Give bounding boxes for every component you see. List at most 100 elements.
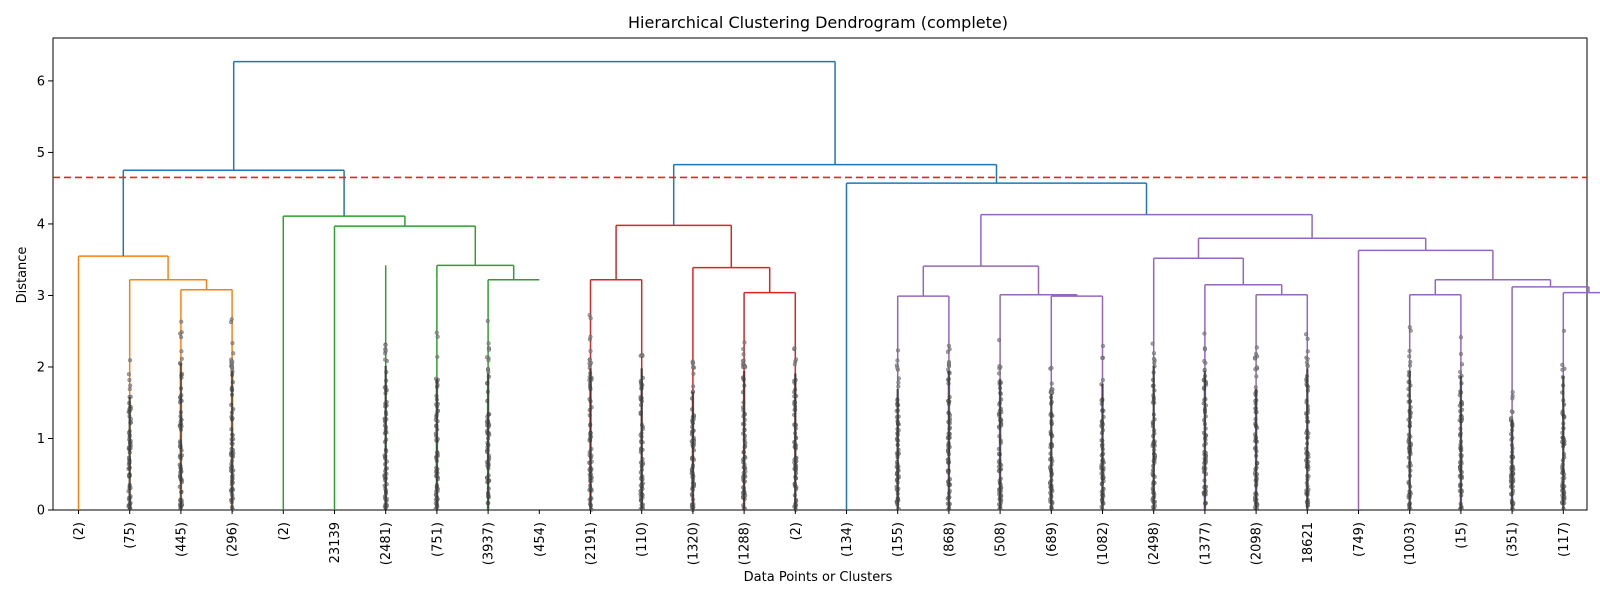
plot-area: 0 1 2 3 4 5 6 (2) (75) (445) (296) (2) 23139 (2481) (7…	[37, 37, 1600, 565]
x-tick-label: (454)	[533, 522, 548, 557]
x-tick-label: (75)	[123, 522, 138, 549]
x-tick-label: (2191)	[584, 522, 599, 565]
leaf-point	[1407, 348, 1412, 354]
leaf-point	[127, 377, 132, 383]
y-tick-label: 0	[37, 504, 45, 519]
leaf-point	[997, 337, 1002, 343]
x-tick-label: (2)	[789, 522, 804, 540]
leaf-point	[1100, 343, 1106, 349]
leaf-point	[640, 352, 645, 357]
leaf-point	[792, 362, 797, 367]
x-tick-label: (134)	[840, 522, 855, 557]
leaf-point	[383, 342, 388, 348]
leaf-point	[486, 341, 491, 346]
leaf-point	[1560, 367, 1565, 372]
x-tick-label: (110)	[635, 522, 650, 557]
leaf-point	[1254, 374, 1259, 379]
leaf-point	[1457, 369, 1463, 375]
leaf-point	[1509, 409, 1514, 414]
leaf-point	[1100, 355, 1105, 361]
leaf-point	[1254, 345, 1259, 350]
leaf-point	[1305, 356, 1310, 362]
x-tick-label: (1288)	[738, 522, 753, 565]
leaf-point	[1408, 328, 1413, 333]
leaf-point	[1305, 336, 1310, 341]
leaf-point	[742, 340, 747, 345]
x-tick-label: (1003)	[1403, 522, 1418, 565]
leaf-point	[1049, 390, 1054, 395]
leaf-point	[1100, 377, 1106, 383]
leaf-point	[486, 366, 491, 372]
leaf-point	[946, 343, 952, 348]
y-tick-label: 5	[37, 146, 45, 161]
leaf-point	[947, 347, 952, 352]
leaf-point	[486, 347, 492, 352]
leaf-point	[1407, 363, 1413, 368]
leaf-point	[895, 348, 901, 353]
leaf-point	[382, 357, 388, 362]
leaf-point	[179, 349, 184, 354]
leaf-point	[588, 334, 593, 339]
leaf-point	[1253, 351, 1259, 357]
x-tick-label: 18621	[1301, 522, 1316, 563]
leaf-point	[435, 354, 440, 360]
plot-frame	[52, 37, 1588, 511]
leaf-point	[1561, 328, 1567, 333]
x-tick-label: (2)	[277, 522, 292, 540]
leaf-point	[1560, 362, 1565, 368]
leaf-point	[1152, 360, 1157, 365]
x-tick-label: (117)	[1557, 522, 1572, 557]
leaf-point	[230, 359, 235, 364]
leaf-point	[179, 319, 184, 324]
leaf-point	[793, 357, 799, 362]
leaf-point	[435, 334, 440, 339]
x-tick-label: (155)	[891, 522, 906, 557]
leaf-point	[896, 376, 902, 381]
x-tick-label: (689)	[1045, 522, 1060, 557]
leaf-point	[127, 358, 133, 363]
leaf-point	[229, 317, 234, 322]
x-tick-label: (2098)	[1250, 522, 1265, 565]
leaf-point	[177, 331, 183, 336]
leaf-point	[691, 371, 696, 376]
leaf-point	[895, 358, 900, 363]
leaf-point	[945, 349, 951, 355]
leaf-point	[178, 334, 184, 340]
x-tick-label: (2498)	[1147, 522, 1162, 565]
leaf-point	[996, 371, 1002, 376]
leaf-point	[741, 352, 746, 357]
leaf-point	[1305, 363, 1310, 369]
x-tick-label: (351)	[1506, 522, 1521, 557]
leaf-point	[229, 364, 235, 370]
x-tick-label: (2481)	[379, 522, 394, 565]
y-tick-label: 3	[37, 289, 45, 304]
leaf-point	[587, 361, 592, 366]
leaf-point	[743, 364, 748, 370]
leaf-point	[690, 365, 696, 370]
leaf-point	[1202, 347, 1208, 352]
leaf-point	[127, 386, 132, 392]
y-tick-label: 6	[37, 74, 45, 89]
leaf-point	[230, 340, 235, 346]
leaf-point	[588, 348, 593, 354]
x-tick-label: (1320)	[686, 522, 701, 565]
leaf-point	[741, 346, 746, 352]
leaf-point	[128, 383, 133, 388]
x-tick-label: 23139	[328, 522, 343, 563]
leaf-point	[896, 380, 901, 385]
y-tick-label: 1	[37, 432, 45, 447]
leaf-point	[588, 316, 593, 321]
leaf-point	[1254, 365, 1260, 370]
x-tick-label: (445)	[174, 522, 189, 557]
leaf-point	[997, 364, 1002, 369]
leaf-point	[1303, 332, 1309, 337]
leaf-point	[691, 384, 696, 389]
leaf-point	[896, 384, 901, 389]
leaf-point	[434, 330, 439, 335]
leaf-point	[1150, 341, 1155, 346]
leaf-point	[1408, 359, 1413, 365]
y-tick-label: 4	[37, 217, 45, 232]
x-tick-label: (15)	[1454, 522, 1469, 549]
leaf-point	[486, 358, 491, 363]
leaf-point	[1510, 396, 1515, 401]
